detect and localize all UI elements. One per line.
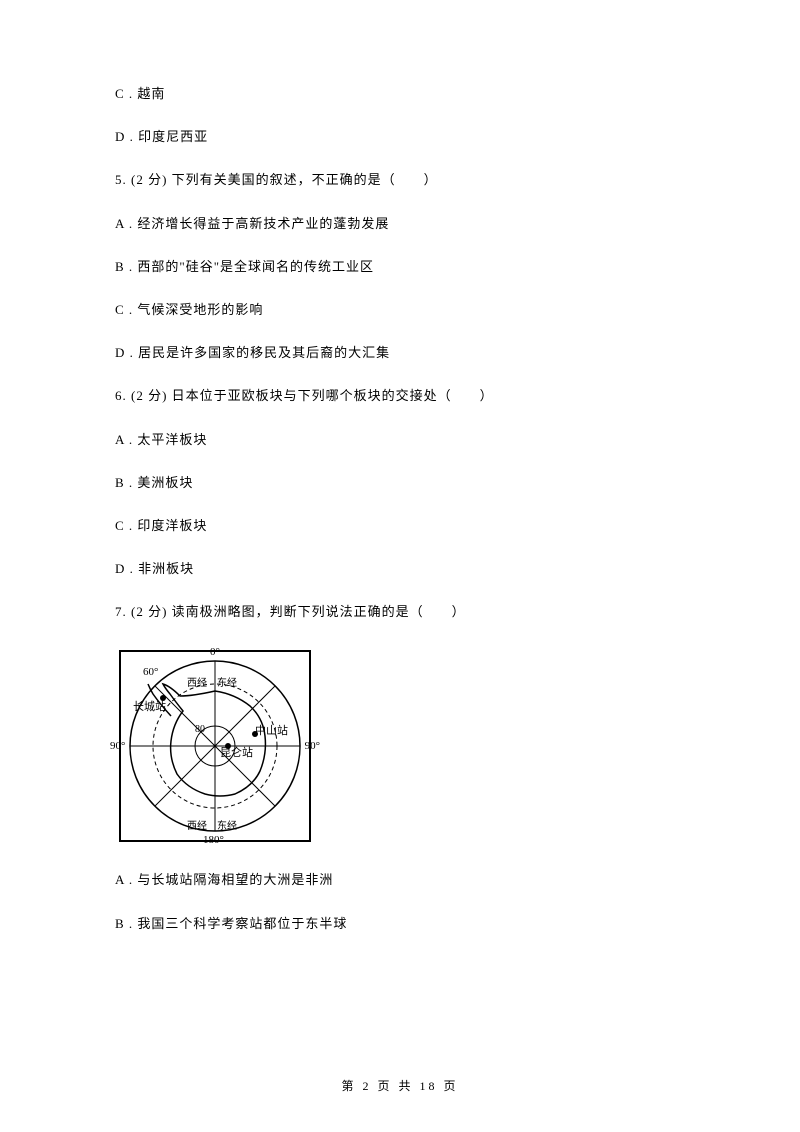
map-label-180deg: 180°	[203, 834, 224, 846]
question-6: 6. (2 分) 日本位于亚欧板块与下列哪个板块的交接处（ ）	[115, 387, 685, 405]
map-label-60deg: 60°	[143, 666, 158, 678]
question-6-option-b: B . 美洲板块	[115, 474, 685, 492]
question-7: 7. (2 分) 读南极洲略图，判断下列说法正确的是（ ）	[115, 603, 685, 621]
question-5-option-d: D . 居民是许多国家的移民及其后裔的大汇集	[115, 344, 685, 362]
antarctica-map: 0° 60° 90° 90° 180° 西经 东经 西经 东经 80 长城站 中…	[115, 646, 315, 846]
option-c-previous: C . 越南	[115, 85, 685, 103]
map-label-zhongshan: 中山站	[255, 722, 288, 738]
map-label-0deg: 0°	[210, 646, 220, 658]
map-label-changcheng: 长城站	[133, 698, 166, 714]
map-label-west2: 西经	[187, 817, 207, 832]
question-6-option-d: D . 非洲板块	[115, 560, 685, 578]
map-label-80: 80	[195, 724, 205, 735]
map-label-90w: 90°	[110, 740, 125, 752]
map-label-east2: 东经	[217, 817, 237, 832]
option-d-previous: D . 印度尼西亚	[115, 128, 685, 146]
question-7-option-b: B . 我国三个科学考察站都位于东半球	[115, 915, 685, 933]
question-5: 5. (2 分) 下列有关美国的叙述，不正确的是（ ）	[115, 171, 685, 189]
question-7-option-a: A . 与长城站隔海相望的大洲是非洲	[115, 871, 685, 889]
map-label-east1: 东经	[217, 674, 237, 689]
map-label-west1: 西经	[187, 674, 207, 689]
page-footer: 第 2 页 共 18 页	[0, 1077, 800, 1094]
question-5-option-a: A . 经济增长得益于高新技术产业的蓬勃发展	[115, 215, 685, 233]
question-6-option-c: C . 印度洋板块	[115, 517, 685, 535]
question-6-option-a: A . 太平洋板块	[115, 431, 685, 449]
map-label-90e: 90°	[305, 740, 320, 752]
question-5-option-c: C . 气候深受地形的影响	[115, 301, 685, 319]
map-label-kunlun: 昆仑站	[220, 744, 253, 760]
question-5-option-b: B . 西部的"硅谷"是全球闻名的传统工业区	[115, 258, 685, 276]
